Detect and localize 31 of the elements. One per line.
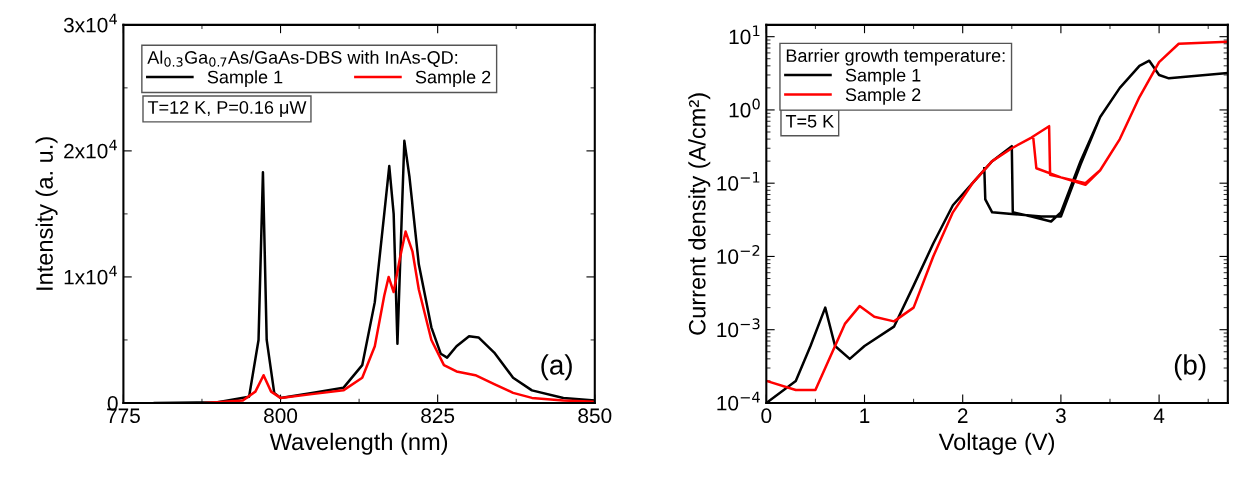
y-tick-label: 1x10$^{4}$ — [64, 265, 117, 285]
x-tick-label: 0 — [761, 408, 772, 424]
y-tick-label: 10$^{−4}$ — [717, 391, 760, 411]
x-axis-title: Voltage (V) — [938, 432, 1055, 455]
y-tick-label: 10$^{−2}$ — [717, 245, 760, 265]
x-tick-label: 1 — [860, 408, 870, 423]
legend-label: Sample 2 — [845, 87, 921, 105]
y-tick-label: 10$^{−3}$ — [717, 318, 760, 338]
x-tick-label: 850 — [578, 408, 612, 424]
y-tick-label: 2x10$^{4}$ — [64, 139, 117, 159]
x-tick-label: 2 — [957, 408, 968, 423]
x-tick-label: 3 — [1055, 408, 1066, 424]
x-tick-label: 825 — [421, 408, 455, 424]
legend-title: Barrier growth temperature: — [786, 48, 1005, 66]
y-axis-title: Current density (A/cm²) — [688, 93, 711, 335]
x-axis-title: Wavelength (nm) — [269, 432, 448, 455]
y-tick-label: 10$^{0}$ — [729, 98, 760, 118]
legend-title: Al$_{0.3}$Ga$_{0.7}$As/GaAs-DBS with InAs-QD: — [147, 50, 458, 68]
x-tick-label: 4 — [1153, 408, 1165, 423]
annotation: (b) — [1174, 354, 1206, 381]
annotation: T=5 K — [785, 115, 834, 128]
y-tick-label: 10$^{−1}$ — [717, 171, 760, 191]
annotation: T=12 K, P=0.16 μW — [147, 101, 307, 118]
legend-label: Sample 1 — [845, 68, 921, 86]
y-tick-label: 3x10$^{4}$ — [63, 13, 117, 33]
y-axis-title: Intensity (a. u.) — [35, 137, 58, 290]
x-tick-label: 800 — [264, 408, 298, 424]
legend-label: Sample 2 — [415, 70, 491, 88]
y-tick-label: 10$^{1}$ — [729, 25, 760, 45]
legend-label: Sample 1 — [207, 70, 283, 88]
annotation: (a) — [541, 354, 572, 381]
